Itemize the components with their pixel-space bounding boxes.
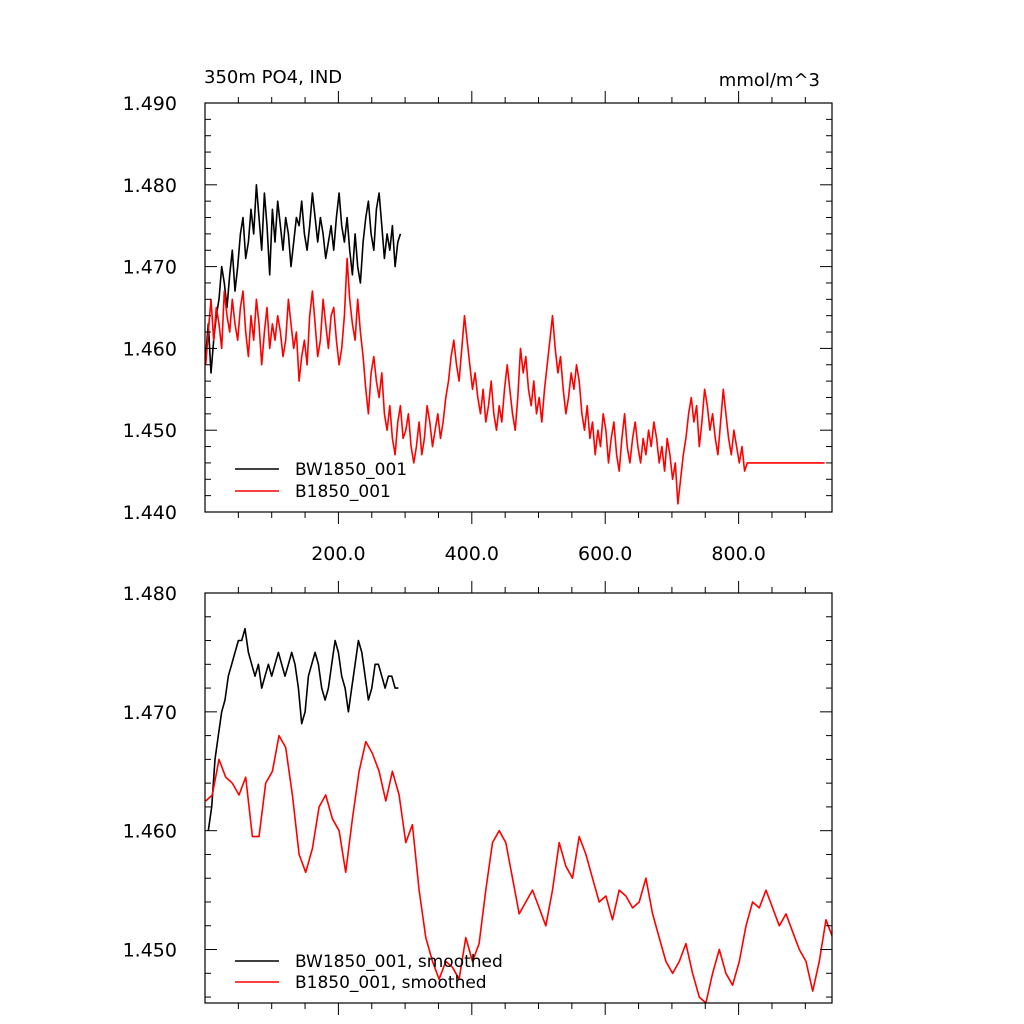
y-tick-label: 1.470: [123, 257, 177, 279]
top-panel-units: mmol/m^3: [719, 70, 820, 91]
y-tick-label: 1.450: [123, 420, 177, 442]
top-panel-title: 350m PO4, IND: [204, 67, 342, 88]
plot-frame: [204, 592, 833, 1004]
series-line-bw1850: [207, 627, 399, 831]
plot-frame: [204, 102, 833, 513]
y-tick-label: 1.480: [123, 175, 177, 197]
legend-label: BW1850_001: [295, 460, 407, 480]
x-tick-label: 200.0: [311, 543, 365, 565]
y-tick-label: 1.460: [123, 821, 177, 843]
y-tick-label: 1.490: [123, 93, 177, 115]
series-line-bw1850: [205, 184, 402, 374]
y-tick-label: 1.450: [123, 940, 177, 962]
y-tick-label: 1.480: [123, 583, 177, 605]
x-tick-label: 400.0: [445, 543, 499, 565]
series-line-b1850: [205, 734, 832, 1003]
legend-label: B1850_001: [295, 482, 391, 502]
top-panel: 350m PO4, IND mmol/m^3 1.440 1.450 1.460 1.…: [123, 67, 833, 565]
x-tick-label: 800.0: [711, 543, 765, 565]
y-tick-label: 1.440: [123, 502, 177, 524]
series-line-b1850: [205, 257, 825, 505]
x-tick-label: 600.0: [578, 543, 632, 565]
y-tick-label: 1.460: [123, 338, 177, 360]
legend-label: BW1850_001, smoothed: [295, 952, 503, 972]
y-tick-label: 1.470: [123, 702, 177, 724]
bottom-panel: 1.450 1.460 1.470 1.480 BW1850_001, smoothed…: [123, 581, 833, 1015]
legend-label: B1850_001, smoothed: [295, 973, 487, 993]
